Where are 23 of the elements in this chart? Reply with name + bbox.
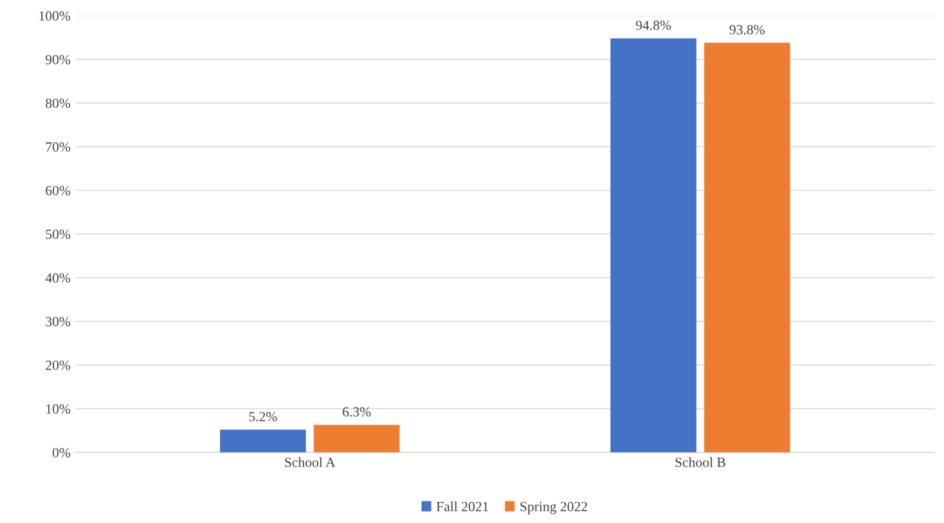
bar [220,430,306,452]
y-tick-label: 10% [46,404,70,414]
y-tick-label: 90% [46,54,70,64]
data-label: 93.8% [730,25,765,34]
y-tick-label: 100% [39,11,70,21]
legend-label: Fall 2021 [436,502,488,512]
x-tick-label: School B [676,457,726,468]
bar [314,424,400,452]
y-tick-label: 50% [46,230,70,240]
data-label: 6.3% [342,407,371,417]
y-tick-label: 70% [46,142,70,152]
y-tick-label: 60% [46,186,70,196]
y-tick-label: 20% [46,360,70,370]
y-tick-label: 30% [46,316,70,326]
y-tick-label: 80% [46,98,70,108]
legend-label: Spring 2022 [520,502,588,514]
bar [610,38,696,452]
y-tick-label: 40% [45,273,70,283]
data-label: 94.8% [636,20,671,30]
bar [704,42,790,452]
x-tick-label: School A [285,457,336,468]
y-tick-label: 0% [52,448,70,458]
data-label: 5.2% [249,412,277,422]
